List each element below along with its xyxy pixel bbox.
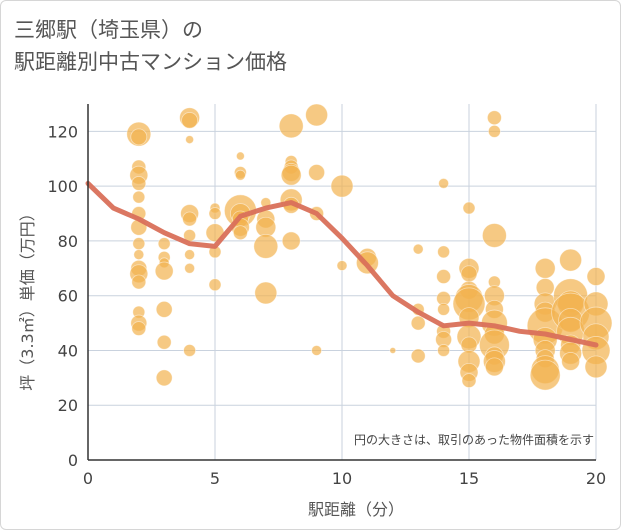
y-tick-label: 100 bbox=[47, 177, 78, 196]
data-point bbox=[157, 237, 171, 251]
data-point bbox=[481, 223, 507, 248]
data-point bbox=[462, 201, 476, 215]
data-point bbox=[131, 176, 147, 191]
data-point bbox=[234, 169, 246, 181]
y-tick-label: 60 bbox=[58, 287, 78, 306]
data-point bbox=[437, 245, 451, 259]
chart-title-line2: 駅距離別中古マンション価格 bbox=[14, 50, 287, 74]
x-axis-label: 駅距離（分） bbox=[308, 500, 404, 519]
y-tick-label: 0 bbox=[68, 451, 78, 470]
data-point bbox=[185, 135, 195, 145]
data-point bbox=[330, 174, 354, 198]
data-point bbox=[130, 128, 148, 146]
y-tick-label: 120 bbox=[47, 122, 78, 141]
data-point bbox=[133, 249, 145, 261]
data-point bbox=[437, 344, 451, 357]
data-point bbox=[131, 274, 147, 290]
data-point bbox=[154, 261, 174, 281]
data-point bbox=[336, 260, 348, 271]
grid-layer bbox=[88, 104, 597, 460]
x-tick-label: 20 bbox=[586, 469, 606, 488]
data-point bbox=[412, 243, 424, 255]
data-point bbox=[584, 355, 608, 379]
data-point bbox=[586, 267, 606, 286]
chart-title-line1: 三郷駅（埼玉県）の bbox=[14, 18, 203, 42]
data-point bbox=[305, 103, 329, 127]
chart-title: 三郷駅（埼玉県）の 駅距離別中古マンション価格 bbox=[14, 14, 574, 78]
data-point bbox=[529, 359, 561, 391]
data-point bbox=[132, 190, 146, 204]
data-point bbox=[389, 347, 397, 354]
size-annotation: 円の大きさは、取引のあった物件面積を示す bbox=[354, 432, 594, 447]
data-point bbox=[208, 207, 222, 220]
data-point bbox=[559, 248, 582, 272]
data-point bbox=[280, 164, 302, 186]
data-point bbox=[561, 352, 580, 371]
data-point bbox=[534, 257, 556, 279]
data-point bbox=[437, 302, 451, 316]
data-point bbox=[181, 112, 199, 129]
data-point bbox=[410, 315, 426, 331]
data-point bbox=[208, 278, 222, 292]
x-tick-label: 10 bbox=[332, 469, 352, 488]
data-point bbox=[436, 269, 452, 284]
x-tick-label: 0 bbox=[83, 469, 93, 488]
data-point bbox=[461, 373, 477, 388]
data-point bbox=[410, 348, 426, 364]
data-point bbox=[232, 225, 248, 241]
x-tick-label: 5 bbox=[210, 469, 220, 488]
data-point bbox=[156, 334, 172, 350]
y-tick-label: 80 bbox=[58, 232, 78, 251]
data-point bbox=[487, 124, 501, 138]
data-point bbox=[131, 321, 147, 336]
data-point bbox=[184, 249, 196, 261]
data-point bbox=[460, 265, 478, 283]
data-point bbox=[183, 344, 197, 357]
data-point bbox=[278, 113, 304, 139]
data-point bbox=[132, 237, 146, 251]
data-point bbox=[182, 211, 198, 227]
axis-layer: 0 20 40 60 80 100 120 0 5 10 15 20 bbox=[47, 104, 606, 488]
data-point bbox=[486, 110, 502, 126]
y-tick-label: 20 bbox=[58, 396, 78, 415]
data-point bbox=[253, 233, 279, 259]
data-point bbox=[311, 345, 323, 356]
data-point bbox=[308, 164, 326, 181]
data-point bbox=[438, 178, 450, 189]
x-tick-label: 15 bbox=[459, 469, 479, 488]
trend-line bbox=[85, 180, 599, 348]
data-point bbox=[281, 231, 301, 251]
data-point bbox=[235, 151, 245, 161]
y-axis-label: 坪（3.3㎡）単価（万円） bbox=[18, 205, 37, 390]
data-point bbox=[155, 300, 173, 318]
data-point bbox=[155, 369, 173, 387]
trend-layer bbox=[85, 180, 599, 348]
data-point bbox=[254, 281, 278, 305]
data-point bbox=[484, 357, 504, 377]
data-point bbox=[184, 262, 196, 274]
y-tick-label: 40 bbox=[58, 341, 78, 360]
